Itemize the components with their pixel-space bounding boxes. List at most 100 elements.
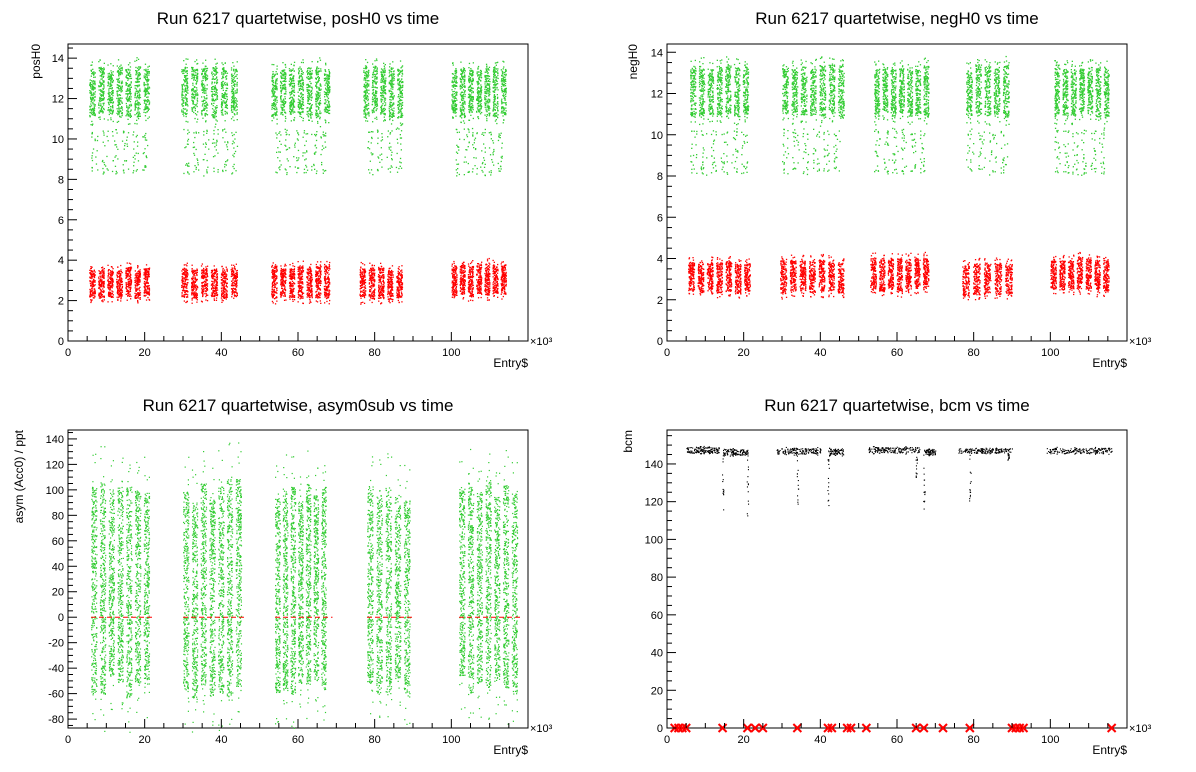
data-point bbox=[205, 121, 207, 123]
data-point bbox=[323, 134, 326, 136]
data-point bbox=[390, 101, 393, 104]
data-point bbox=[108, 109, 110, 111]
data-point bbox=[102, 87, 104, 90]
data-point bbox=[102, 97, 104, 100]
data-point bbox=[230, 107, 233, 109]
data-point bbox=[468, 102, 470, 104]
data-point bbox=[126, 88, 128, 91]
data-point bbox=[182, 107, 185, 110]
data-point bbox=[495, 64, 497, 66]
data-point bbox=[469, 104, 471, 106]
data-point bbox=[205, 142, 207, 144]
data-point bbox=[206, 130, 208, 132]
data-point bbox=[97, 169, 99, 171]
data-point bbox=[203, 86, 205, 88]
data-point bbox=[455, 91, 457, 93]
data-point bbox=[91, 152, 94, 154]
data-point bbox=[280, 104, 282, 106]
data-point bbox=[372, 121, 374, 123]
data-point bbox=[276, 123, 278, 125]
data-point bbox=[99, 59, 101, 61]
data-point bbox=[272, 88, 274, 90]
data-point bbox=[282, 84, 285, 86]
data-point bbox=[307, 107, 309, 109]
data-point bbox=[138, 74, 140, 77]
data-point bbox=[127, 85, 129, 87]
data-point bbox=[276, 80, 278, 82]
data-point bbox=[125, 76, 127, 78]
data-point bbox=[286, 173, 288, 176]
data-point bbox=[185, 63, 187, 65]
data-point bbox=[186, 78, 188, 81]
data-point bbox=[284, 96, 286, 98]
data-point bbox=[454, 78, 456, 80]
data-point bbox=[281, 101, 283, 104]
data-point bbox=[310, 73, 312, 76]
data-point bbox=[93, 107, 96, 110]
data-point bbox=[181, 105, 184, 107]
data-point bbox=[293, 101, 296, 103]
data-point bbox=[224, 163, 226, 166]
data-point bbox=[233, 108, 235, 110]
data-point bbox=[291, 110, 293, 112]
data-point bbox=[327, 100, 330, 103]
data-point bbox=[116, 86, 118, 89]
data-point bbox=[392, 61, 394, 63]
data-point bbox=[226, 93, 228, 95]
data-point bbox=[215, 89, 218, 91]
data-point bbox=[504, 79, 506, 81]
data-point bbox=[231, 85, 233, 87]
data-point bbox=[143, 90, 145, 93]
data-point bbox=[313, 163, 315, 166]
data-point bbox=[90, 103, 92, 105]
data-point bbox=[130, 75, 132, 77]
data-point bbox=[205, 76, 207, 78]
data-point bbox=[108, 78, 110, 81]
data-point bbox=[284, 69, 286, 71]
data-point bbox=[194, 107, 196, 110]
data-point bbox=[194, 136, 196, 139]
data-point bbox=[116, 112, 118, 114]
data-point bbox=[186, 84, 188, 86]
data-point bbox=[233, 95, 235, 97]
data-point bbox=[205, 79, 207, 82]
data-point bbox=[106, 155, 108, 158]
data-point bbox=[117, 87, 119, 89]
data-point bbox=[380, 101, 383, 103]
data-point bbox=[187, 77, 189, 80]
data-point bbox=[214, 106, 216, 108]
data-point bbox=[232, 116, 234, 118]
data-point bbox=[135, 100, 137, 103]
data-point bbox=[98, 107, 100, 109]
data-point bbox=[101, 91, 103, 93]
data-point bbox=[100, 83, 102, 85]
data-point bbox=[464, 78, 466, 80]
data-point bbox=[112, 102, 114, 104]
data-point bbox=[283, 102, 285, 104]
data-point bbox=[212, 93, 215, 95]
data-point bbox=[206, 107, 208, 109]
data-point bbox=[203, 76, 205, 78]
data-point bbox=[232, 165, 234, 168]
data-point bbox=[480, 87, 482, 89]
data-point bbox=[381, 96, 383, 98]
data-point bbox=[363, 85, 365, 88]
data-point bbox=[91, 98, 93, 100]
data-point bbox=[383, 78, 385, 80]
data-point bbox=[202, 117, 204, 119]
data-point bbox=[311, 113, 313, 116]
data-point bbox=[147, 91, 149, 93]
data-point bbox=[192, 97, 194, 99]
data-point bbox=[366, 120, 369, 122]
data-point bbox=[138, 96, 141, 98]
data-point bbox=[496, 62, 498, 64]
data-point bbox=[375, 95, 377, 97]
data-point bbox=[306, 133, 309, 135]
data-point bbox=[389, 66, 391, 68]
data-point bbox=[98, 86, 100, 88]
data-point bbox=[215, 90, 217, 92]
data-point bbox=[389, 103, 391, 105]
data-point bbox=[493, 106, 495, 108]
data-point bbox=[401, 81, 403, 84]
data-point bbox=[187, 92, 189, 94]
